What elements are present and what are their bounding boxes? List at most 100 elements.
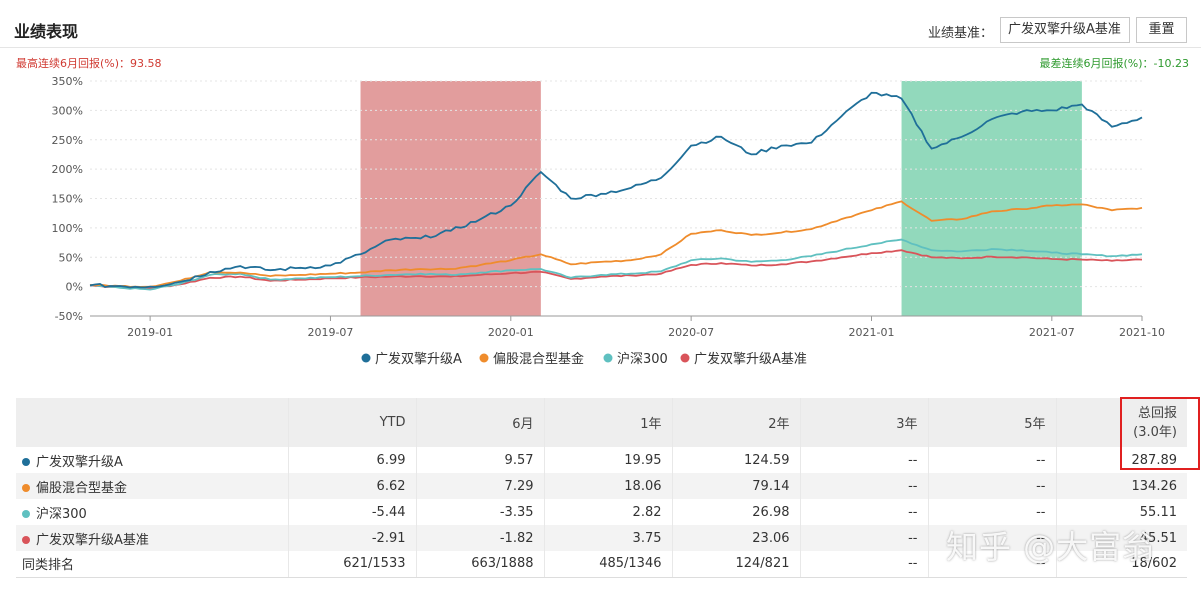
table-cell: 124.59 [672,447,801,473]
watermark: 知乎 @大富翁 [946,528,1156,566]
table-cell: 621/1533 [288,551,417,578]
header-6m: 6月 [416,398,545,447]
table-cell: -- [800,551,929,578]
benchmark-select[interactable]: 广发双擎升级A基准 [1000,17,1130,43]
returns-table: YTD 6月 1年 2年 3年 5年 总回报 (3.0年) 广发双擎升级A 6.9… [16,398,1187,578]
table-cell: 3.75 [544,525,673,551]
reset-button[interactable]: 重置 [1136,17,1187,43]
table-cell: -- [928,499,1057,525]
legend-item[interactable]: 广发双擎升级A [375,351,462,367]
table-cell: 6.99 [288,447,417,473]
table-cell: 287.89 [1131,452,1178,468]
table-cell: 9.57 [416,447,545,473]
table-cell: -- [928,447,1057,473]
series-dot-icon [22,509,30,518]
x-tick-label: 2020-01 [488,326,534,339]
legend-item[interactable]: 沪深300 [617,351,668,367]
header-total: 总回报 (3.0年) [1056,398,1187,447]
legend-item[interactable]: 偏股混合型基金 [493,351,584,367]
table-cell: -- [800,525,929,551]
table-cell: -- [800,499,929,525]
header-1y: 1年 [544,398,673,447]
performance-line-chart[interactable]: 350% 300% 250% 200% 150% 100% 50% 0% -50% 2019-01… [0,70,1201,380]
table-cell: 79.14 [672,473,801,499]
table-cell: 2.82 [544,499,673,525]
row-label: 同类排名 [16,551,289,578]
table-row: 广发双擎升级A 6.99 9.57 19.95 124.59 -- -- 287.89 [16,447,1187,473]
y-tick-label: 300% [52,104,83,117]
benchmark-label: 业绩基准： [928,26,994,41]
x-tick-label: 2019-01 [127,326,173,339]
table-row: 广发双擎升级A基准 -2.91 -1.82 3.75 23.06 -- -- 45.51 [16,525,1187,551]
table-cell: 55.11 [1139,504,1177,520]
series-line [89,91,1143,289]
y-tick-label: 200% [52,163,83,176]
row-name: 偏股混合型基金 [36,480,128,496]
header-blank [16,398,289,447]
section-title: 业绩表现 [14,22,79,41]
x-tick-label: 2021-07 [1029,326,1075,339]
header-2y: 2年 [672,398,801,447]
table-cell: -- [928,551,1057,578]
y-tick-label: 100% [52,222,83,235]
table-cell: 7.29 [416,473,545,499]
series-line [89,200,1143,288]
x-tick-label: 2020-07 [668,326,714,339]
table-cell: -- [800,473,929,499]
row-label: 广发双擎升级A基准 [16,525,289,551]
row-label: 偏股混合型基金 [16,473,289,499]
legend-marker-icon[interactable] [361,353,371,363]
series-dot-icon [22,457,30,466]
row-name: 广发双擎升级A [36,454,123,470]
table-cell: -- [928,525,1057,551]
header-5y: 5年 [928,398,1057,447]
series-dot-icon [22,535,30,544]
header-total-label: 总回报 [1137,405,1177,421]
table-cell: 45.51 [1056,525,1187,551]
table-cell: -- [800,447,929,473]
table-header-row: YTD 6月 1年 2年 3年 5年 总回报 (3.0年) [16,398,1187,447]
table-cell: 134.26 [1056,473,1187,499]
table-body: 广发双擎升级A 6.99 9.57 19.95 124.59 -- -- 287.89 偏股混合… [16,447,1187,578]
series-line [89,249,1143,290]
header-ytd: YTD [288,398,417,447]
x-tick-label: 2019-07 [307,326,353,339]
worst-6m-return: 最差连续6月回报(%)：-10.23 [1039,57,1190,70]
table-cell: -3.35 [416,499,545,525]
table-cell: 124/821 [672,551,801,578]
y-tick-label: 50% [59,251,83,264]
legend-marker-icon[interactable] [479,353,489,363]
table-cell: -5.44 [288,499,417,525]
table-cell: 663/1888 [416,551,545,578]
legend-item[interactable]: 广发双擎升级A基准 [694,351,807,367]
best-6m-return: 最高连续6月回报(%)：93.58 [16,57,162,70]
table-cell: 18/602 [1056,551,1187,578]
table-row: 沪深300 -5.44 -3.35 2.82 26.98 -- -- 55.11 [16,499,1187,525]
table-cell: 18.06 [544,473,673,499]
y-tick-label: 250% [52,134,83,147]
performance-header: 业绩表现 业绩基准： 广发双擎升级A基准 重置 [0,0,1201,48]
table-cell: -2.91 [288,525,417,551]
header-3y: 3年 [800,398,929,447]
legend-marker-icon[interactable] [680,353,690,363]
x-tick-label: 2021-01 [849,326,895,339]
y-tick-label: 150% [52,193,83,206]
row-name: 同类排名 [22,558,75,574]
table-cell: 23.06 [672,525,801,551]
y-tick-label: -50% [55,310,83,323]
x-tick-label: 2021-10 [1119,326,1165,339]
table-cell: 26.98 [672,499,801,525]
table-row: 同类排名 621/1533 663/1888 485/1346 124/821 -- -- 1… [16,551,1187,578]
header-total-period: (3.0年) [1133,424,1177,440]
row-label: 广发双擎升级A [16,447,289,473]
series-dot-icon [22,483,30,492]
row-name: 广发双擎升级A基准 [36,532,149,548]
table-cell: -1.82 [416,525,545,551]
y-tick-label: 350% [52,75,83,88]
row-name: 沪深300 [36,506,87,522]
table-cell: -- [928,473,1057,499]
y-tick-label: 0% [66,281,83,294]
legend-marker-icon[interactable] [603,353,613,363]
series-line [89,238,1143,291]
table-cell: 6.62 [288,473,417,499]
